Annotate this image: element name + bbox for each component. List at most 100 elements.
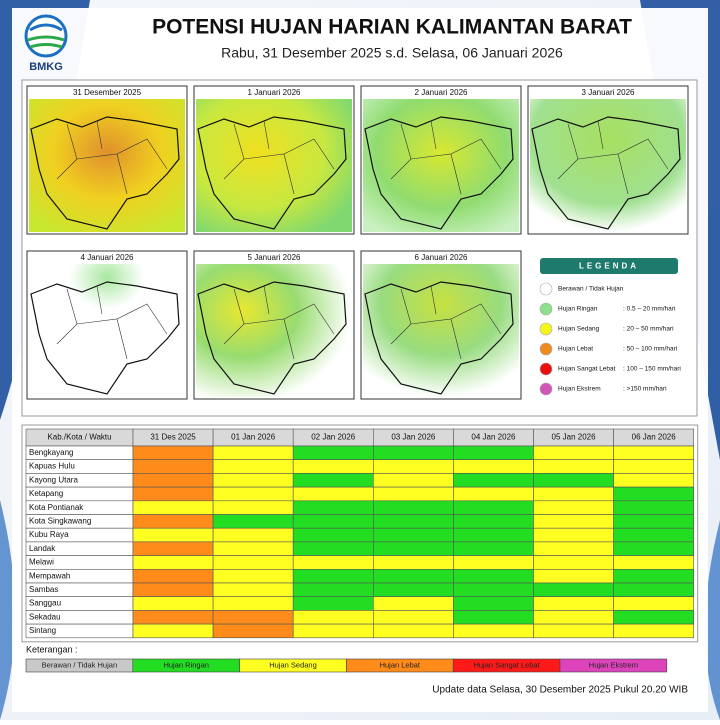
forecast-cell (613, 610, 694, 625)
legend-range: : 50 – 100 mm/hari (623, 346, 677, 353)
logo-arc (29, 43, 63, 49)
forecast-cell (292, 473, 374, 488)
row-name: Sambas (29, 585, 58, 594)
legend-range: : 100 – 150 mm/hari (623, 366, 681, 373)
map-boundaries (390, 285, 502, 360)
header-text: 06 Jan 2026 (632, 433, 677, 442)
legend-name: Hujan Ringan (558, 306, 598, 313)
forecast-cell (533, 610, 614, 625)
logo-arc (27, 35, 65, 42)
forecast-cell (613, 459, 694, 474)
map-label: 1 Januari 2026 (248, 88, 301, 97)
forecast-cell (453, 473, 534, 488)
forecast-cell (212, 596, 294, 611)
forecast-cell (132, 473, 214, 488)
legend-range: : 20 – 50 mm/hari (623, 326, 674, 333)
forecast-cell (372, 527, 454, 543)
keterangan-label: Hujan Sedang (269, 660, 317, 669)
row-name: Sekadau (29, 612, 61, 621)
forecast-cell (132, 555, 214, 570)
legend-swatch (539, 282, 553, 296)
forecast-cell (533, 500, 614, 515)
forecast-cell (533, 623, 614, 639)
keterangan-label: Hujan Ekstrem (589, 660, 638, 669)
header-text: 01 Jan 2026 (231, 433, 276, 442)
forecast-cell (132, 514, 214, 529)
forecast-cell (453, 514, 534, 529)
map-label: 6 Januari 2026 (415, 253, 468, 262)
row-name: Kubu Raya (29, 530, 69, 539)
row-name: Sanggau (29, 599, 61, 608)
forecast-cell (613, 582, 694, 597)
forecast-cell (453, 568, 534, 584)
forecast-cell (613, 568, 694, 584)
legend-name: Hujan Sedang (558, 326, 600, 333)
keterangan-label: Hujan Ringan (163, 660, 208, 669)
forecast-cell (372, 582, 454, 597)
legend-swatch (539, 382, 553, 396)
forecast-cell (533, 473, 614, 488)
decor-wave (0, 500, 15, 720)
forecast-cell (533, 514, 614, 529)
forecast-cell (132, 500, 214, 515)
forecast-cell (453, 500, 534, 515)
map-outline (364, 116, 514, 230)
header-text: 31 Des 2025 (150, 433, 196, 442)
map-field (196, 99, 352, 232)
forecast-cell (292, 623, 374, 639)
forecast-cell (613, 500, 694, 515)
keterangan: Keterangan : Berawan / Tidak Hujan Hujan … (25, 644, 668, 673)
header-text: 04 Jan 2026 (471, 433, 516, 442)
legend-name: Berawan / Tidak Hujan (558, 286, 624, 293)
forecast-cell (132, 596, 214, 611)
forecast-cell (613, 527, 694, 543)
map-boundaries (223, 285, 335, 360)
map-field (29, 99, 185, 232)
forecast-cell (132, 527, 214, 543)
forecast-cell (212, 486, 294, 502)
legend-name: Hujan Sangat Lebat (558, 366, 616, 373)
header-text: 03 Jan 2026 (391, 433, 436, 442)
forecast-cell (613, 445, 694, 460)
forecast-cell (372, 555, 454, 570)
forecast-cell (132, 582, 214, 597)
forecast-cell (372, 610, 454, 625)
forecast-cell (292, 610, 374, 625)
footer: Update data Selasa, 30 Desember 2025 Puk… (432, 685, 688, 696)
table: Kab./Kota / Waktu 31 Des 2025 01 Jan 2026 0… (21, 424, 699, 643)
logo-text: BMKG (29, 61, 63, 73)
forecast-cell (613, 486, 694, 502)
legend-box (530, 252, 690, 412)
forecast-cell (533, 568, 614, 584)
forecast-cell (132, 541, 214, 556)
row-name: Mempawah (29, 571, 70, 580)
forecast-cell (212, 459, 294, 474)
forecast-cell (533, 582, 614, 597)
map-boundaries (223, 120, 335, 195)
subtitle: Rabu, 31 Desember 2025 s.d. Selasa, 06 J… (221, 45, 563, 61)
legend: LEGENDA Berawan / Tidak Hujan Hujan Ringan… (530, 252, 690, 412)
forecast-cell (292, 568, 374, 584)
forecast-cell (292, 527, 374, 543)
row-name: Kapuas Hulu (29, 462, 75, 471)
map-outline (30, 116, 180, 230)
forecast-cell (132, 568, 214, 584)
legend-swatch (539, 342, 553, 356)
row-name: Landak (29, 544, 56, 553)
forecast-cell (212, 514, 294, 529)
decor-wave (705, 520, 720, 720)
map-boundaries (557, 120, 669, 195)
forecast-cell (372, 445, 454, 460)
legend-range: : >150 mm/hari (623, 386, 667, 393)
forecast-cell (533, 459, 614, 474)
keterangan-label: Hujan Sangat Lebat (473, 660, 540, 669)
map-outline (30, 281, 180, 395)
maps: 31 Desember 2025 1 Januari 2026 2 Januari … (26, 85, 689, 400)
forecast-cell (212, 541, 294, 556)
forecast-cell (453, 527, 534, 543)
forecast-cell (613, 623, 694, 639)
forecast-cell (292, 500, 374, 515)
forecast-cell (613, 473, 694, 488)
forecast-cell (533, 486, 614, 502)
